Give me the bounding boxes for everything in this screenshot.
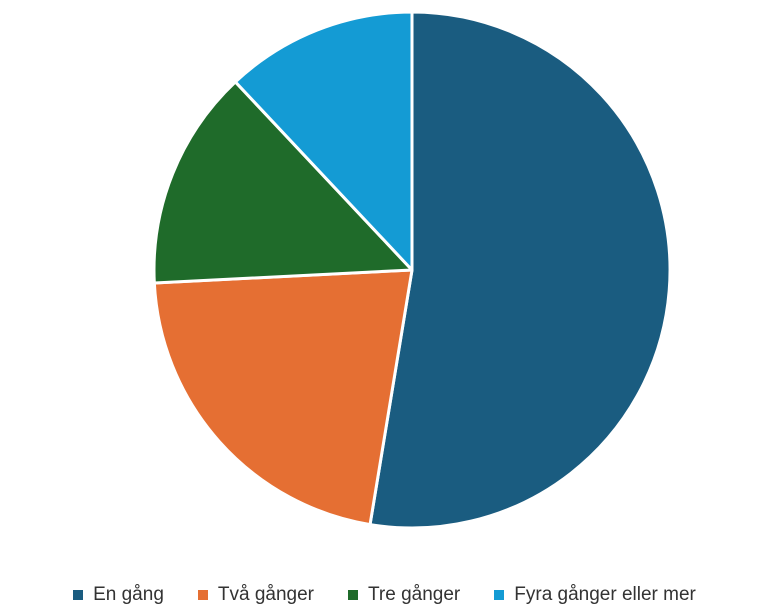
legend-swatch-icon	[348, 590, 359, 600]
pie-slice-4[interactable]	[233, 10, 414, 272]
legend-label: Tre gånger	[368, 584, 461, 605]
pie-slice-1[interactable]	[368, 10, 672, 530]
legend-swatch-icon	[73, 590, 84, 600]
legend-swatch-icon	[494, 590, 505, 600]
pie-slice-3[interactable]	[152, 80, 414, 285]
pie-slice-2[interactable]	[152, 268, 414, 527]
legend-swatch-icon	[197, 590, 208, 600]
legend-label: Fyra gånger eller mer	[514, 584, 696, 605]
legend-item-tre-ganger[interactable]: Tre gånger	[348, 584, 460, 606]
chart-legend: En gång Två gånger Tre gånger Fyra gånge…	[0, 582, 769, 608]
legend-item-en-gang[interactable]: En gång	[73, 584, 164, 606]
legend-item-tva-ganger[interactable]: Två gånger	[197, 584, 315, 606]
legend-label: Två gånger	[217, 584, 315, 605]
legend-label: En gång	[93, 584, 164, 605]
pie-slices	[152, 10, 672, 530]
legend-item-fyra-ganger-eller-mer[interactable]: Fyra gånger eller mer	[494, 584, 696, 606]
pie-chart-plot	[152, 10, 672, 530]
